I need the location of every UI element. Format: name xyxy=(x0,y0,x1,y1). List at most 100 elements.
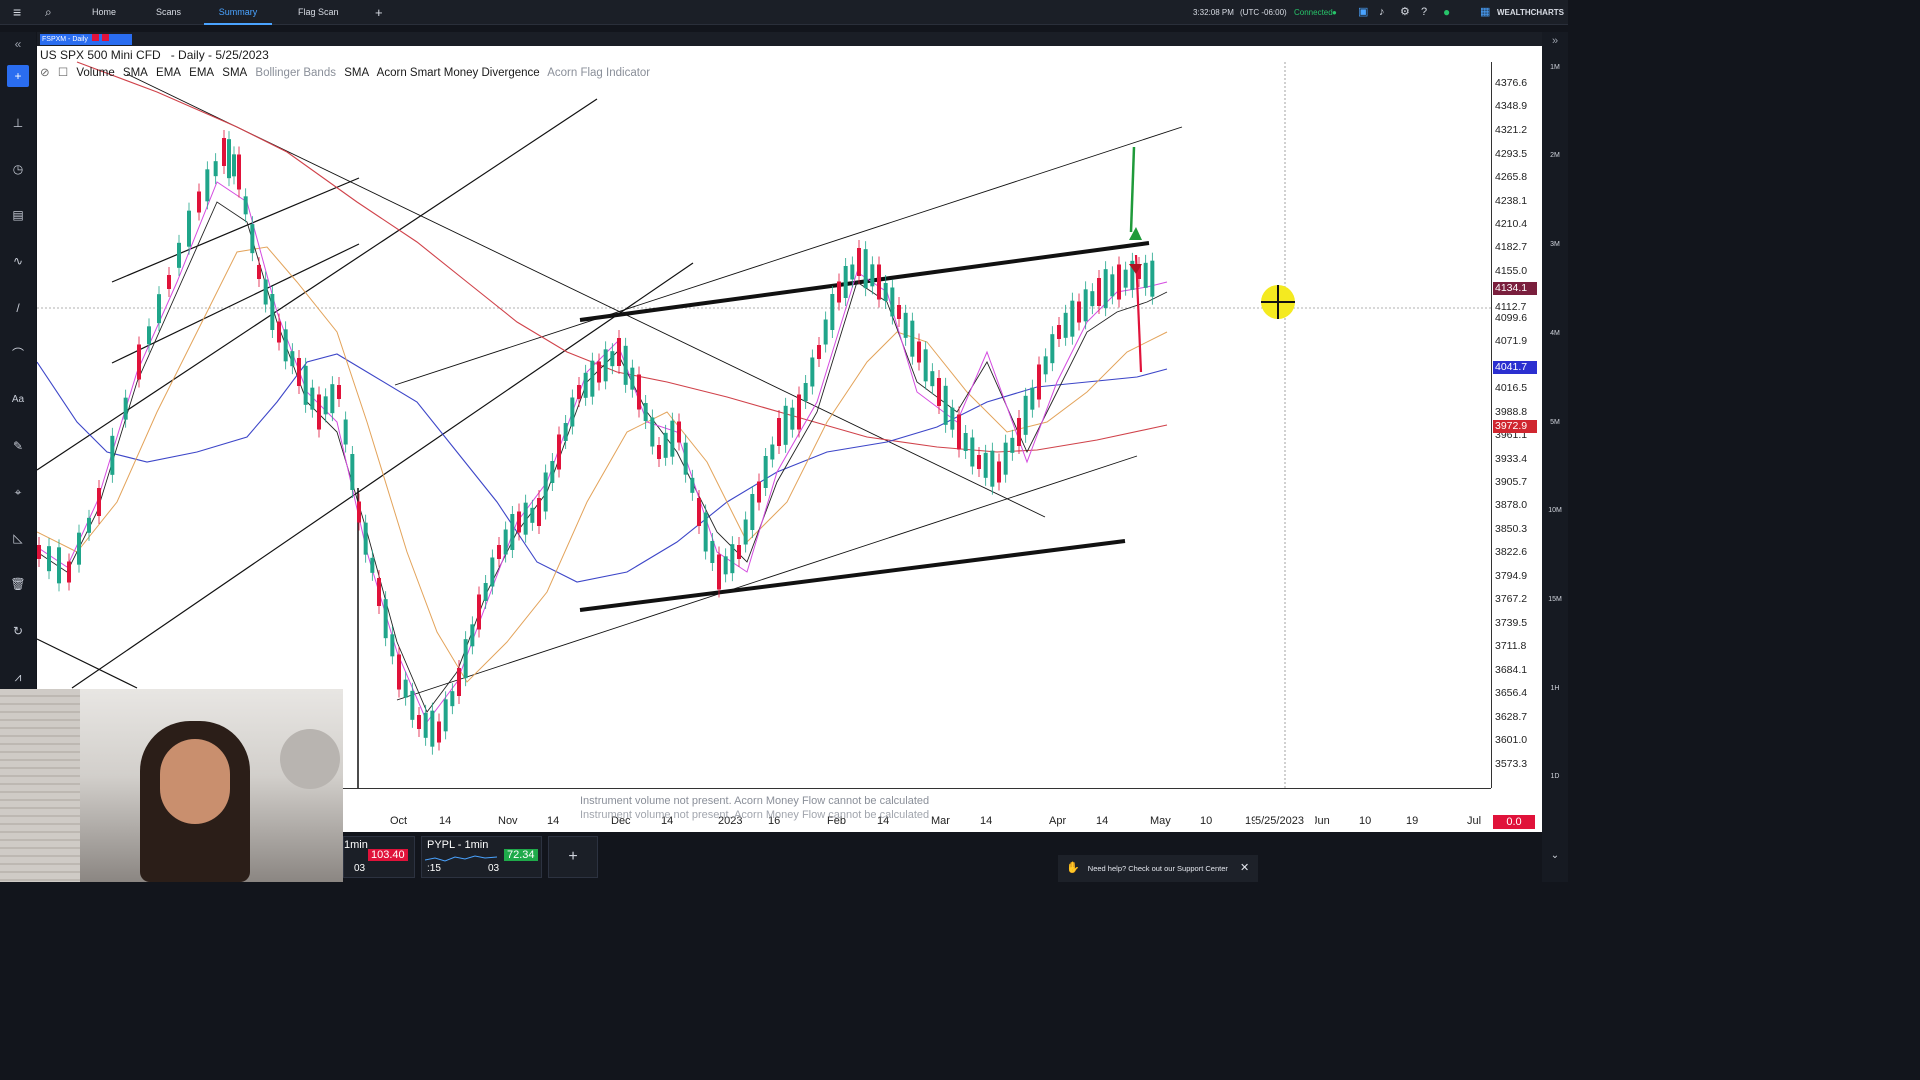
candle-body xyxy=(577,385,581,399)
candle-body xyxy=(457,668,461,696)
candle-body xyxy=(843,266,848,298)
candle-body xyxy=(437,721,441,743)
candle-body xyxy=(343,419,348,445)
candle-body xyxy=(323,396,328,415)
indicator-ema-2[interactable]: EMA xyxy=(189,67,215,79)
indicator-acorn-flag[interactable]: Acorn Flag Indicator xyxy=(547,67,651,79)
trash-icon[interactable]: 🗑 xyxy=(10,577,26,591)
chart-header-bar xyxy=(37,32,1542,46)
price-tick-label: 3684.1 xyxy=(1495,664,1528,676)
bottom-value-tag: 0.0 xyxy=(1493,815,1535,829)
candle-body xyxy=(1003,442,1008,475)
support-banner[interactable]: ✋ Need help? Check out our Support Cente… xyxy=(1058,855,1258,882)
timeframe-3m[interactable]: 3M xyxy=(1550,241,1560,248)
time-tick-label: Mar xyxy=(931,815,950,827)
price-tick-label: 4376.6 xyxy=(1495,77,1528,89)
candle-body xyxy=(817,345,821,359)
help-icon[interactable]: ? xyxy=(1421,6,1428,18)
indicator-sma-1[interactable]: SMA xyxy=(122,67,148,79)
expand-right-icon[interactable]: » xyxy=(1551,35,1559,47)
search-icon[interactable]: ⌕ xyxy=(45,5,52,19)
mini-chart-pypl-title: PYPL - 1min xyxy=(427,839,489,851)
collapse-left-icon[interactable]: « xyxy=(14,37,22,51)
calendar-icon[interactable]: ▤ xyxy=(12,208,24,222)
mini-chart-pypl-time-a: :15 xyxy=(427,863,441,874)
ruler-icon[interactable]: ◺ xyxy=(13,531,23,545)
mini-chart-pypl[interactable]: PYPL - 1min 72.34 :15 03 xyxy=(421,836,542,878)
candle-body xyxy=(790,407,795,430)
indicator-icon[interactable]: ⩘ xyxy=(14,670,22,684)
location-icon[interactable]: ● xyxy=(1443,5,1451,19)
candle-body xyxy=(977,455,981,469)
tab-summary[interactable]: Summary xyxy=(204,0,272,25)
candle-body xyxy=(67,561,71,583)
close-icon[interactable] xyxy=(91,34,99,41)
indicator-sma-3[interactable]: SMA xyxy=(344,67,370,79)
clock-icon[interactable]: ◷ xyxy=(12,162,24,176)
trend-icon[interactable]: ∿ xyxy=(12,254,24,268)
price-chart-svg[interactable] xyxy=(37,32,1542,832)
time-tick-label: 14 xyxy=(661,815,674,827)
instrument-name: US SPX 500 Mini CFD xyxy=(40,48,161,62)
add-icon[interactable]: + xyxy=(7,65,29,87)
indicator-sma-2[interactable]: SMA xyxy=(222,67,248,79)
candle-body xyxy=(537,498,541,526)
symbol-badge[interactable]: FSPXM - Daily xyxy=(40,34,132,45)
timeframe-1h[interactable]: 1H xyxy=(1550,685,1560,692)
indicator-volume[interactable]: Volume xyxy=(76,67,115,79)
candle-body xyxy=(310,387,315,410)
candle-body xyxy=(863,249,868,289)
candle-body xyxy=(563,423,568,441)
text-tool-icon[interactable]: Aa xyxy=(11,394,25,405)
candle-body xyxy=(337,385,341,399)
indicator-ema-1[interactable]: EMA xyxy=(156,67,181,79)
candle-body xyxy=(743,519,748,545)
candles-group xyxy=(37,130,1155,755)
chart-timeframe: - Daily - 5/25/2023 xyxy=(170,48,269,62)
timeframe-10m[interactable]: 10M xyxy=(1548,507,1562,514)
logo-icon: ▦ xyxy=(1480,6,1491,18)
measure-icon[interactable]: ⌖ xyxy=(14,485,22,499)
candle-body xyxy=(583,372,588,398)
close-banner-icon[interactable]: ✕ xyxy=(1240,862,1250,874)
tab-home[interactable]: Home xyxy=(92,7,117,17)
mini-chart-1[interactable]: 1min 103.40 03 xyxy=(343,836,415,878)
line-tool-icon[interactable]: / xyxy=(16,301,20,315)
volume-message-overlap: Instrument volume not present. Acorn Mon… xyxy=(580,809,930,821)
add-mini-chart-button[interactable]: + xyxy=(548,836,598,878)
add-tab-button[interactable]: + xyxy=(375,5,383,20)
candle-body xyxy=(850,264,855,280)
remove-icon[interactable] xyxy=(101,34,109,41)
brand-logo: WEALTHCHARTS xyxy=(1497,8,1564,17)
tab-flag-scan[interactable]: Flag Scan xyxy=(298,7,339,17)
candle-body xyxy=(1150,260,1155,297)
save-icon[interactable]: ▣ xyxy=(1358,6,1369,18)
candle-body xyxy=(263,279,268,305)
candle-body xyxy=(1123,269,1128,288)
tab-scans[interactable]: Scans xyxy=(156,7,182,17)
shape-tool-icon[interactable]: ⌒ xyxy=(11,347,24,361)
bell-icon[interactable]: ♪ xyxy=(1379,6,1385,18)
menu-icon[interactable]: ≡ xyxy=(13,4,22,20)
price-tick-label: 4265.8 xyxy=(1495,171,1528,183)
gear-icon[interactable]: ⚙ xyxy=(1400,6,1410,18)
timeframe-5m[interactable]: 5M xyxy=(1550,419,1560,426)
visibility-icon[interactable]: ⊘ xyxy=(40,67,50,79)
timeframe-4m[interactable]: 4M xyxy=(1550,330,1560,337)
timeframe-1m[interactable]: 1M xyxy=(1550,64,1560,71)
symbol-badge-label: FSPXM - Daily xyxy=(42,36,88,43)
settings-box-icon[interactable]: ☐ xyxy=(57,67,69,79)
webcam-video xyxy=(0,689,343,882)
pencil-icon[interactable]: ✎ xyxy=(12,439,24,453)
candle-body xyxy=(232,154,236,177)
chevron-down-icon[interactable]: ⌄ xyxy=(1550,850,1560,861)
refresh-icon[interactable]: ↻ xyxy=(12,624,24,638)
chart-type-icon[interactable]: ⊥ xyxy=(12,116,24,130)
time-tick-label: 14 xyxy=(877,815,890,827)
indicator-bollinger[interactable]: Bollinger Bands xyxy=(255,67,336,79)
timeframe-15m[interactable]: 15M xyxy=(1548,596,1562,603)
indicator-acorn-divergence[interactable]: Acorn Smart Money Divergence xyxy=(376,67,540,79)
price-axis[interactable]: 4376.6 4348.9 4321.2 4293.5 4265.8 4238.1 4210… xyxy=(1491,62,1542,788)
timeframe-1d[interactable]: 1D xyxy=(1550,773,1560,780)
timeframe-2m[interactable]: 2M xyxy=(1550,152,1560,159)
